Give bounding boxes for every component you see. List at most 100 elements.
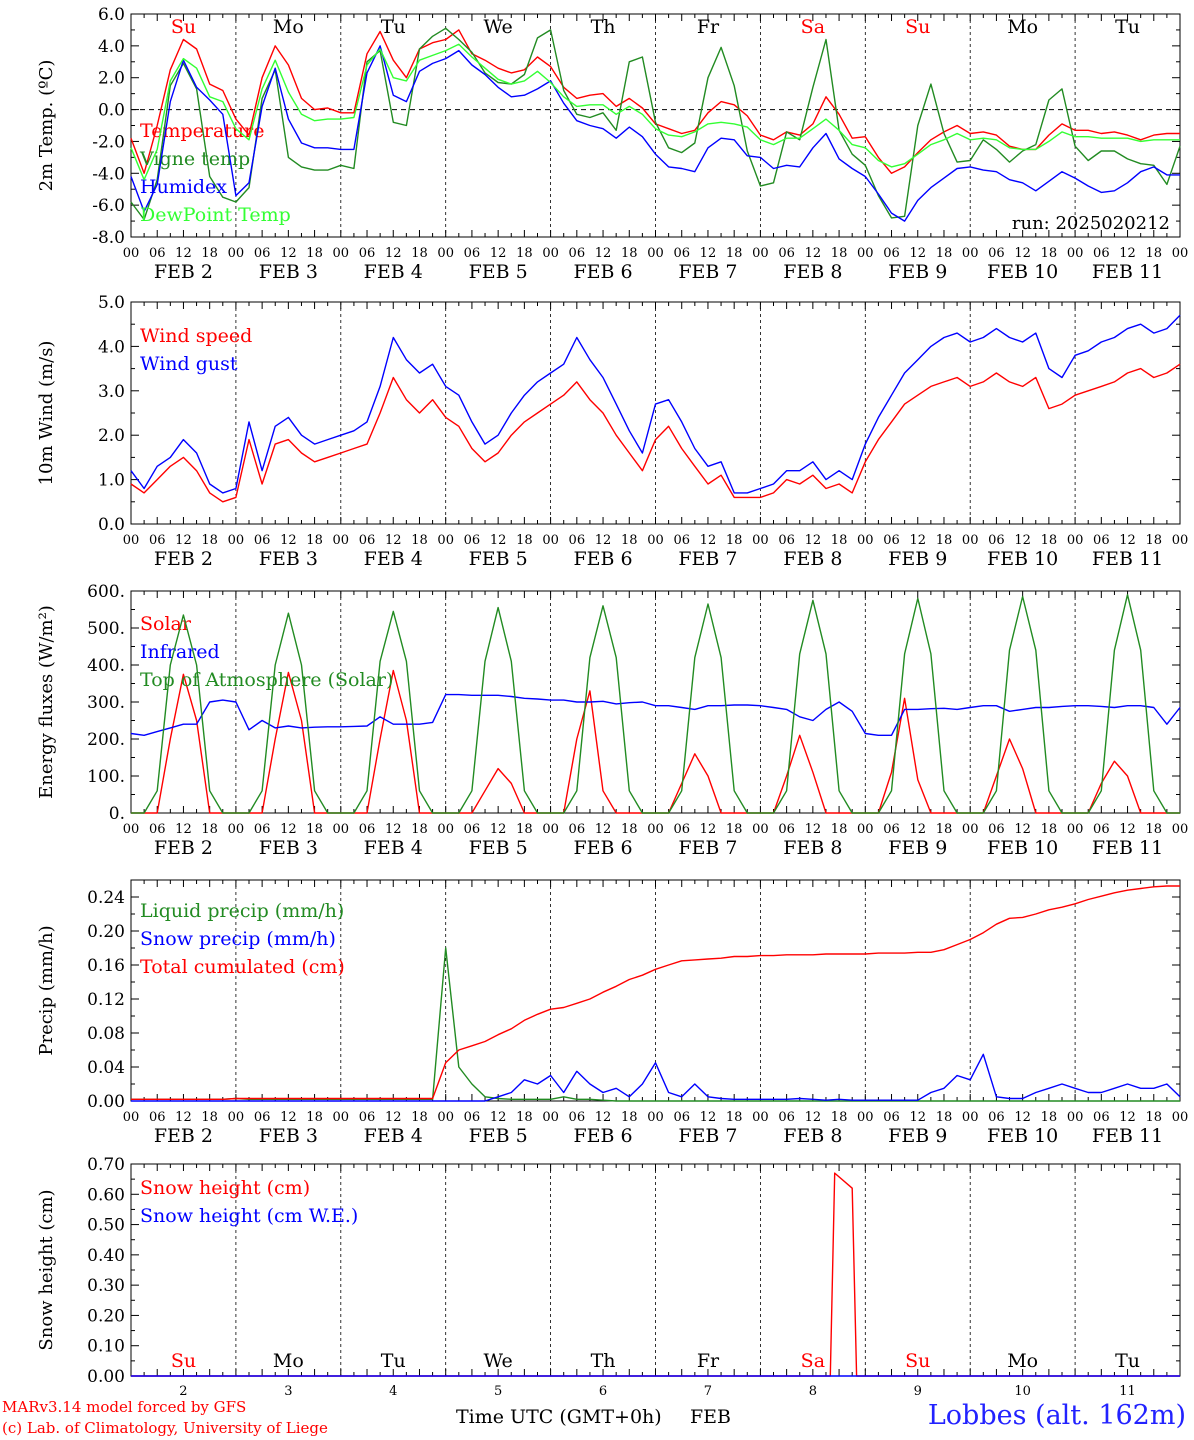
date-label: FEB 9 bbox=[888, 261, 947, 283]
legend-entry: Snow height (cm W.E.) bbox=[140, 1205, 358, 1227]
weekday-label: Tu bbox=[381, 16, 406, 38]
hour-label: 00 bbox=[962, 533, 979, 548]
hour-label: 06 bbox=[359, 533, 376, 548]
date-label: FEB 10 bbox=[987, 1125, 1058, 1147]
hour-label: 00 bbox=[1067, 533, 1084, 548]
series-line-blue bbox=[131, 1053, 1181, 1102]
hour-label: 00 bbox=[962, 246, 979, 261]
legend-entry: Snow height (cm) bbox=[140, 1177, 310, 1199]
hour-label: 18 bbox=[726, 822, 743, 837]
series-line-green bbox=[130, 27, 1181, 221]
y-tick-label: 0.20 bbox=[87, 1306, 125, 1326]
y-tick-label: 400. bbox=[87, 656, 125, 676]
hour-label: 06 bbox=[149, 822, 166, 837]
hour-label: 18 bbox=[726, 533, 743, 548]
hour-label: 12 bbox=[175, 533, 192, 548]
hour-label: 12 bbox=[280, 246, 297, 261]
hour-label: 12 bbox=[700, 822, 717, 837]
y-tick-label: 1.0 bbox=[98, 471, 125, 491]
hour-label: 00 bbox=[857, 246, 874, 261]
hour-label: 12 bbox=[1119, 822, 1136, 837]
weekday-label: Tu bbox=[1115, 16, 1140, 38]
date-number: 8 bbox=[809, 1384, 817, 1399]
hour-label: 00 bbox=[1067, 1110, 1084, 1125]
legend-entry: Total cumulated (cm) bbox=[140, 956, 345, 978]
y-tick-label: 300. bbox=[87, 693, 125, 713]
weekday-label: Th bbox=[591, 16, 616, 38]
weekday-label: Tu bbox=[381, 1350, 406, 1372]
date-label: FEB 7 bbox=[678, 548, 737, 570]
date-label: FEB 10 bbox=[987, 837, 1058, 859]
hour-label: 00 bbox=[333, 1110, 350, 1125]
hour-label: 00 bbox=[437, 1110, 454, 1125]
legend-entry: Humidex bbox=[140, 176, 227, 198]
hour-label: 18 bbox=[831, 1110, 848, 1125]
hour-label: 06 bbox=[149, 1110, 166, 1125]
hour-label: 12 bbox=[385, 533, 402, 548]
date-label: FEB 3 bbox=[259, 261, 318, 283]
hour-label: 06 bbox=[673, 822, 690, 837]
y-tick-label: 4.0 bbox=[98, 37, 125, 57]
hour-label: 00 bbox=[752, 822, 769, 837]
hour-label: 00 bbox=[962, 1110, 979, 1125]
weekday-label: Th bbox=[591, 1350, 616, 1372]
hour-label: 00 bbox=[123, 533, 140, 548]
hour-label: 00 bbox=[228, 1110, 245, 1125]
date-number: 10 bbox=[1014, 1384, 1031, 1399]
y-tick-label: 0.00 bbox=[87, 1092, 125, 1112]
hour-label: 18 bbox=[936, 246, 953, 261]
y-tick-label: -6.0 bbox=[92, 196, 125, 216]
date-label: FEB 8 bbox=[783, 261, 842, 283]
hour-label: 00 bbox=[123, 246, 140, 261]
hour-label: 12 bbox=[385, 246, 402, 261]
y-tick-label: 0. bbox=[109, 804, 125, 824]
date-label: FEB 11 bbox=[1092, 1125, 1163, 1147]
hour-label: 18 bbox=[516, 246, 533, 261]
date-label: FEB 4 bbox=[364, 1125, 423, 1147]
hour-label: 00 bbox=[1067, 822, 1084, 837]
hour-label: 00 bbox=[1172, 1110, 1189, 1125]
y-tick-label: 0.60 bbox=[87, 1185, 125, 1205]
hour-label: 18 bbox=[306, 822, 323, 837]
hour-label: 06 bbox=[464, 533, 481, 548]
panel-4: 0.00 0.10 0.20 0.30 0.40 0.50 0.60 0.70 Snow hei… bbox=[36, 1155, 1181, 1399]
weekday-label: Tu bbox=[1115, 1350, 1140, 1372]
y-axis-title: 2m Temp. (ºC) bbox=[36, 60, 57, 192]
series-line-green bbox=[131, 947, 1180, 1102]
hour-label: 18 bbox=[1146, 246, 1163, 261]
hour-label: 00 bbox=[333, 822, 350, 837]
date-label: FEB 6 bbox=[573, 837, 632, 859]
hour-label: 12 bbox=[1014, 246, 1031, 261]
date-label: FEB 5 bbox=[469, 548, 528, 570]
weekday-label: We bbox=[484, 1350, 513, 1372]
hour-label: 00 bbox=[228, 246, 245, 261]
weekday-label: We bbox=[484, 16, 513, 38]
hour-label: 06 bbox=[254, 246, 271, 261]
panel-3: 0.00 0.04 0.08 0.12 0.16 0.20 0.24 Precip (mm/h… bbox=[36, 879, 1189, 1147]
hour-label: 12 bbox=[280, 1110, 297, 1125]
y-tick-label: 100. bbox=[87, 767, 125, 787]
hour-label: 06 bbox=[673, 246, 690, 261]
weekday-label: Fr bbox=[697, 16, 720, 38]
hour-label: 12 bbox=[280, 822, 297, 837]
hour-label: 00 bbox=[1067, 246, 1084, 261]
hour-label: 18 bbox=[1041, 822, 1058, 837]
hour-label: 00 bbox=[647, 246, 664, 261]
hour-label: 06 bbox=[254, 1110, 271, 1125]
series-line-blue bbox=[130, 314, 1181, 494]
hour-label: 06 bbox=[988, 533, 1005, 548]
hour-label: 00 bbox=[1172, 822, 1189, 837]
hour-label: 12 bbox=[1119, 246, 1136, 261]
hour-label: 12 bbox=[1014, 1110, 1031, 1125]
date-number: 9 bbox=[914, 1384, 922, 1399]
y-tick-label: 0.50 bbox=[87, 1216, 125, 1236]
legend-entry: Wind gust bbox=[140, 353, 238, 375]
hour-label: 12 bbox=[595, 533, 612, 548]
hour-label: 12 bbox=[1119, 1110, 1136, 1125]
series-line-lightgreen bbox=[130, 43, 1180, 181]
date-label: FEB 2 bbox=[154, 261, 213, 283]
legend-entry: Wind speed bbox=[140, 325, 252, 347]
weekday-label: Fr bbox=[697, 1350, 720, 1372]
hour-label: 12 bbox=[175, 246, 192, 261]
